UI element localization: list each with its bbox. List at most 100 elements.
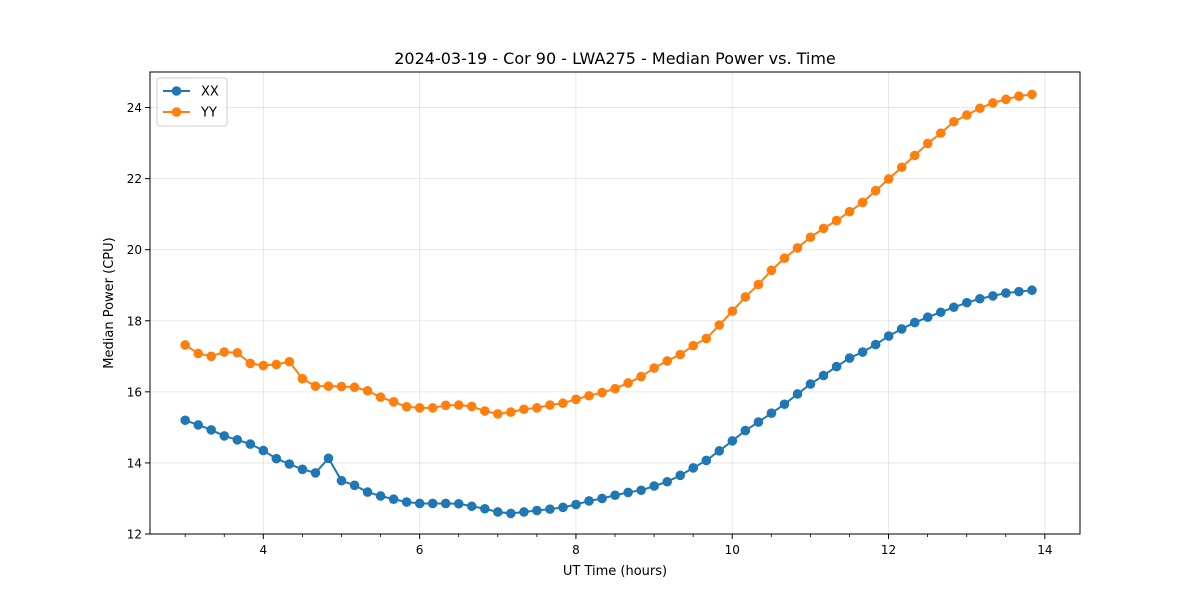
x-axis-label: UT Time (hours) <box>563 564 667 579</box>
series-xx-point <box>740 425 751 436</box>
series-xx-point <box>649 481 659 491</box>
legend-yy-marker <box>171 107 182 117</box>
series-yy-point <box>323 381 334 391</box>
series-xx-point <box>519 507 529 517</box>
series-xx-point <box>532 505 542 516</box>
series-xx-point <box>844 353 855 363</box>
series-xx-point <box>766 408 777 418</box>
series-xx-point <box>297 464 308 475</box>
series-yy-point <box>401 401 412 412</box>
series-xx-point <box>414 498 425 509</box>
series-xx-point <box>675 470 686 481</box>
series-yy-point <box>714 320 725 330</box>
series-xx-point <box>610 490 620 501</box>
series-yy-point <box>792 243 803 253</box>
series-xx-point <box>493 507 503 517</box>
series-xx-point <box>571 499 581 510</box>
series-yy-point <box>883 174 894 184</box>
series-xx-point <box>453 498 464 509</box>
series-yy-point <box>1014 91 1024 101</box>
series-yy-point <box>193 348 203 359</box>
series-xx-point <box>597 493 607 504</box>
series-yy-point <box>414 403 425 413</box>
series-yy-point <box>245 358 256 369</box>
series-yy-point <box>180 340 190 350</box>
series-yy-point <box>271 359 282 370</box>
series-xx-point <box>1014 286 1024 297</box>
series-xx-point <box>362 487 373 497</box>
series-yy-point <box>1001 94 1011 105</box>
series-xx-point <box>440 498 451 509</box>
series-xx-point <box>480 503 490 514</box>
series-xx-point <box>232 435 243 445</box>
series-xx-point <box>388 494 399 504</box>
legend-yy-label: YY <box>200 106 217 121</box>
series-yy-point <box>362 385 373 396</box>
series-yy-point <box>532 403 542 413</box>
series-xx-point <box>219 431 230 441</box>
x-tick-label: 6 <box>416 543 424 557</box>
series-yy-point <box>896 162 907 173</box>
chart-title: 2024-03-19 - Cor 90 - LWA275 - Median Po… <box>394 49 836 68</box>
y-tick-label: 22 <box>127 172 142 186</box>
series-yy-point <box>988 98 998 108</box>
series-yy-point <box>962 110 972 120</box>
series-xx <box>180 285 1037 519</box>
series-xx-point <box>506 508 516 519</box>
series-yy-point <box>466 401 477 412</box>
series-yy-point <box>1027 89 1037 100</box>
series-yy-point <box>740 292 751 302</box>
series-xx-point <box>636 485 646 496</box>
series-xx-point <box>870 339 881 350</box>
series-xx-point <box>401 497 412 507</box>
series-layer <box>180 89 1037 519</box>
x-tick-label: 4 <box>259 543 267 557</box>
series-yy-point <box>258 360 269 371</box>
series-xx-point <box>949 302 959 313</box>
series-xx-point <box>857 347 868 357</box>
y-tick-label: 14 <box>127 456 142 470</box>
legend-xx-marker <box>171 86 182 96</box>
y-tick-label: 24 <box>127 101 142 115</box>
series-xx-point <box>909 317 920 328</box>
series-xx-point <box>245 439 256 449</box>
series-xx-point <box>427 498 438 509</box>
x-tick-label: 12 <box>881 543 896 557</box>
series-xx-point <box>466 501 477 512</box>
series-yy-point <box>818 223 829 234</box>
series-yy-point <box>219 347 230 357</box>
series-xx-point <box>1001 288 1011 298</box>
series-yy-point <box>649 363 659 373</box>
series-yy-point <box>766 265 777 276</box>
series-xx-point <box>922 312 933 323</box>
series-yy-point <box>206 351 217 362</box>
series-xx-point <box>623 487 633 498</box>
series-xx-point <box>584 496 594 506</box>
series-yy-point <box>388 397 399 407</box>
series-yy <box>180 89 1037 419</box>
y-tick-label: 20 <box>127 243 142 257</box>
x-tick-label: 10 <box>725 543 740 557</box>
series-yy-point <box>831 215 842 226</box>
series-xx-point <box>323 453 334 464</box>
series-xx-point <box>714 446 725 456</box>
series-xx-point <box>180 415 190 426</box>
series-yy-point <box>571 394 581 405</box>
series-xx-point <box>258 445 269 456</box>
series-yy-point <box>870 185 881 196</box>
series-yy-point <box>232 347 243 358</box>
series-yy-point <box>727 306 738 316</box>
series-yy-point <box>427 403 438 413</box>
series-yy-point <box>844 206 855 217</box>
y-tick-label: 16 <box>127 385 142 399</box>
series-yy-point <box>493 409 503 419</box>
series-yy-point <box>857 197 868 208</box>
series-yy-point <box>909 150 920 161</box>
series-xx-point <box>935 307 946 318</box>
series-xx-point <box>310 468 321 478</box>
series-yy-point <box>753 279 764 290</box>
series-xx-point <box>792 389 803 399</box>
series-xx-point <box>701 455 712 466</box>
series-yy-point <box>349 382 360 393</box>
series-yy-point <box>597 387 607 398</box>
